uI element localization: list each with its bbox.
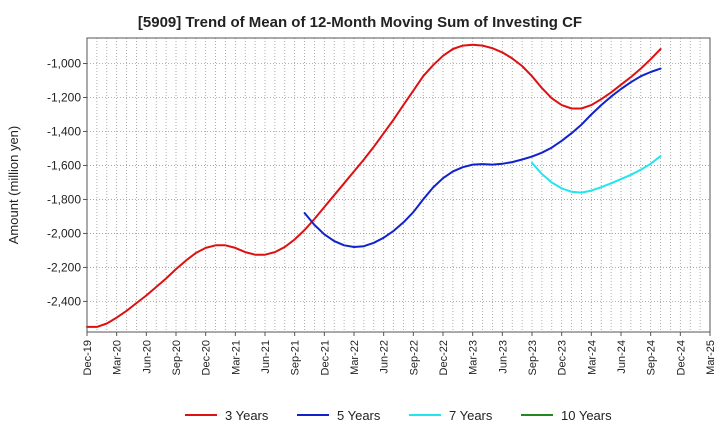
x-tick-label: Jun-23 bbox=[497, 340, 509, 374]
x-tick-label: Sep-22 bbox=[408, 340, 420, 375]
y-tick-label: -2,000 bbox=[47, 226, 81, 240]
x-tick-label: Jun-22 bbox=[379, 340, 391, 374]
y-tick-label: -2,400 bbox=[47, 294, 81, 308]
x-tick-label: Jun-24 bbox=[616, 340, 628, 374]
x-tick-label: Mar-23 bbox=[468, 340, 480, 375]
x-tick-label: Mar-22 bbox=[349, 340, 361, 375]
y-tick-label: -1,200 bbox=[47, 90, 81, 104]
legend: 3 Years 5 Years 7 Years 10 Years bbox=[185, 408, 612, 423]
x-tick-label: Dec-22 bbox=[438, 340, 450, 375]
x-tick-label: Dec-19 bbox=[82, 340, 94, 375]
x-tick-label: Jun-20 bbox=[141, 340, 153, 374]
x-tick-label: Mar-20 bbox=[112, 340, 124, 375]
y-tick-label: -2,200 bbox=[47, 260, 81, 274]
x-axis-ticks: Dec-19 Mar-20 Jun-20 Sep-20 Dec-20 Mar-21 Jun-… bbox=[82, 332, 717, 375]
series-line-2 bbox=[303, 67, 662, 248]
y-tick-label: -1,400 bbox=[47, 124, 81, 138]
x-tick-label: Mar-24 bbox=[586, 340, 598, 375]
plot-frame bbox=[86, 37, 711, 333]
chart-title: [5909] Trend of Mean of 12-Month Moving … bbox=[137, 14, 583, 31]
legend-label-3: 7 Years bbox=[449, 408, 493, 423]
x-tick-label: Sep-21 bbox=[290, 340, 302, 375]
legend-label-1: 3 Years bbox=[225, 408, 269, 423]
x-tick-label: Dec-20 bbox=[201, 340, 213, 375]
x-tick-label: Sep-24 bbox=[646, 340, 658, 375]
series-lines bbox=[86, 43, 662, 328]
x-tick-label: Sep-23 bbox=[527, 340, 539, 375]
y-tick-label: -1,600 bbox=[47, 158, 81, 172]
x-tick-label: Mar-21 bbox=[230, 340, 242, 375]
x-tick-label: Mar-25 bbox=[705, 340, 717, 375]
x-tick-label: Jun-21 bbox=[260, 340, 272, 374]
series-line-1 bbox=[86, 43, 662, 328]
x-tick-label: Dec-24 bbox=[675, 340, 687, 375]
grid-lines bbox=[87, 38, 710, 332]
y-tick-label: -1,800 bbox=[47, 192, 81, 206]
x-tick-label: Dec-23 bbox=[557, 340, 569, 375]
y-axis-title: Amount (million yen) bbox=[6, 126, 21, 245]
y-tick-label: -1,000 bbox=[47, 56, 81, 70]
x-tick-label: Dec-21 bbox=[319, 340, 331, 375]
series-line-3 bbox=[531, 155, 662, 194]
x-tick-label: Sep-20 bbox=[171, 340, 183, 375]
legend-label-2: 5 Years bbox=[337, 408, 381, 423]
y-axis-ticks: -1,000 -1,200 -1,400 -1,600 -1,800 -2,000 -2,2… bbox=[47, 56, 87, 308]
legend-label-4: 10 Years bbox=[561, 408, 612, 423]
